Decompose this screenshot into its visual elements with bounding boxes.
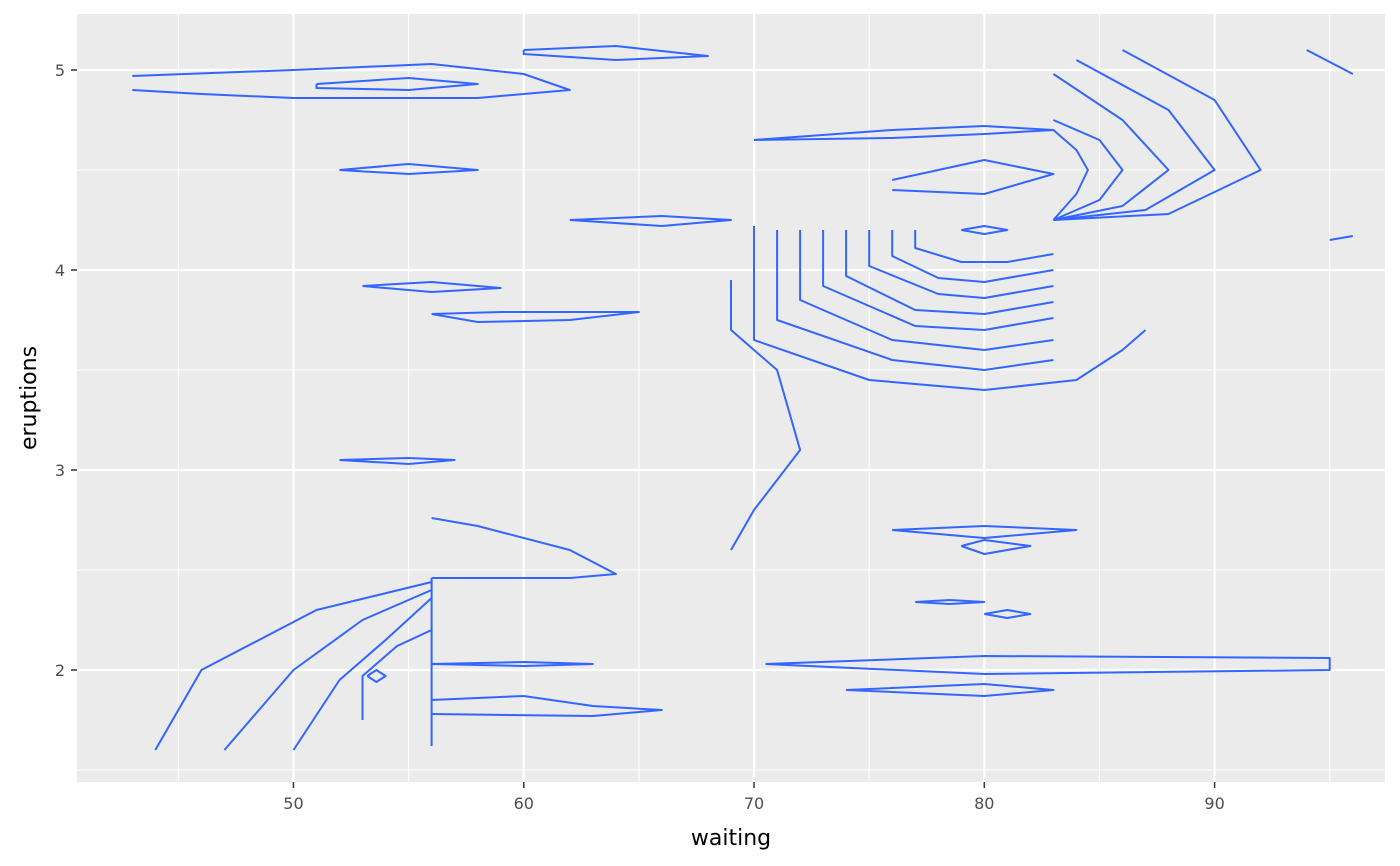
x-tick-label: 80: [974, 794, 994, 813]
contour-line: [292, 597, 433, 751]
contour-line: [960, 539, 1032, 555]
contour-line: [765, 655, 1331, 675]
x-axis-title: waiting: [691, 826, 771, 851]
y-tick-label: 2: [55, 661, 65, 680]
contour-line: [366, 669, 387, 683]
contour-line: [339, 457, 456, 465]
contour-line: [1329, 235, 1353, 241]
plot-panel: [77, 14, 1385, 782]
contour-line: [892, 525, 1078, 539]
x-tick-label: 70: [744, 794, 764, 813]
x-tick-label: 90: [1204, 794, 1224, 813]
contour-line: [868, 230, 1054, 299]
contour-line: [132, 63, 571, 99]
contour-line: [915, 599, 986, 605]
y-axis-ticks: 2 3 4 5: [55, 61, 77, 680]
y-tick-label: 4: [55, 261, 65, 280]
contour-line: [431, 517, 617, 579]
contour-line: [1052, 129, 1089, 221]
contour-line: [154, 581, 432, 751]
contour-line: [315, 77, 479, 91]
contour-line: [753, 125, 1055, 141]
y-tick-label: 3: [55, 461, 65, 480]
contour-line: [1053, 119, 1124, 221]
contour-line: [362, 281, 502, 293]
y-tick-label: 5: [55, 61, 65, 80]
contour-lines: [132, 45, 1354, 751]
contour-line: [431, 661, 594, 667]
contour-line: [431, 311, 640, 323]
x-tick-label: 60: [514, 794, 534, 813]
x-axis-ticks: 50 60 70 80 90: [283, 782, 1225, 813]
contour-line: [845, 230, 1054, 315]
contour-line: [1306, 49, 1354, 75]
contour-line: [730, 280, 802, 551]
contour-line: [799, 230, 1054, 351]
contour-line: [339, 163, 479, 175]
y-axis-title: eruptions: [17, 346, 42, 450]
contour-line: [361, 629, 433, 720]
contour-line: [522, 45, 709, 61]
contour-line: [961, 225, 1009, 235]
contour-line: [431, 695, 663, 717]
contour-line: [822, 230, 1054, 331]
contour-line: [1053, 59, 1216, 221]
contour-line: [1052, 73, 1170, 221]
contour-line: [223, 589, 432, 751]
contour-line: [1053, 49, 1262, 221]
contour-line: [891, 159, 1055, 195]
contour-line: [776, 230, 1054, 371]
contour-line: [569, 215, 732, 227]
contour-line: [891, 230, 1054, 283]
contour-line: [846, 683, 1055, 697]
contour-line: [984, 609, 1032, 619]
contour-line: [753, 226, 1147, 391]
contour-line: [914, 230, 1054, 263]
x-tick-label: 50: [283, 794, 303, 813]
